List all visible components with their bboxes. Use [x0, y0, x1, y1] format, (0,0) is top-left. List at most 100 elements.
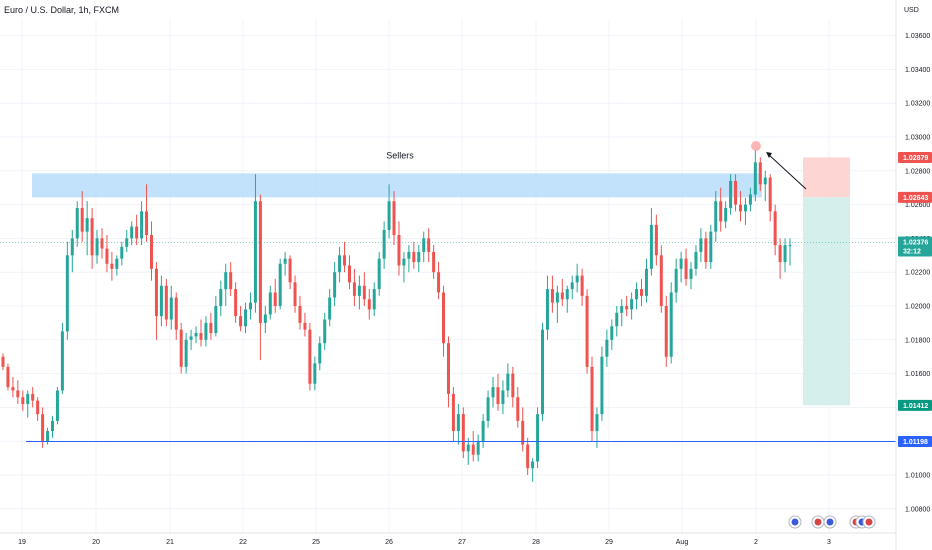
time-tick-label: 19 [18, 539, 26, 546]
candle-body [739, 204, 743, 212]
candle-body [239, 316, 243, 327]
price-tick-label: 1.03000 [905, 135, 930, 142]
candle-body [640, 289, 644, 296]
candle-body [352, 282, 356, 296]
candle-body [313, 363, 317, 384]
candle-body [6, 366, 10, 388]
candle-body [595, 414, 599, 432]
price-tag-countdown: 32:12 [903, 248, 921, 255]
candle-body [140, 211, 144, 239]
candle-body [382, 229, 386, 259]
candle-body [550, 289, 554, 303]
candle-body [471, 444, 475, 455]
candle-body [729, 180, 733, 208]
candle-body [432, 251, 436, 273]
time-tick-label: 29 [605, 539, 613, 546]
candle-body [674, 268, 678, 293]
candle-body [689, 268, 693, 279]
price-tick-label: 1.03200 [905, 101, 930, 108]
candle-body [422, 238, 426, 252]
candle-body [105, 248, 109, 264]
candle-body [694, 251, 698, 269]
grid [0, 20, 896, 533]
candle-body [283, 258, 287, 264]
price-tag-entry [898, 191, 932, 203]
candle-body [70, 238, 74, 256]
candle-body [145, 211, 149, 236]
candle-body [417, 251, 421, 263]
candle-body [31, 393, 35, 401]
candle-body [154, 268, 158, 317]
candle-body [724, 207, 728, 222]
candle-body [763, 177, 767, 185]
candle-body [491, 387, 495, 398]
candle-body [90, 218, 94, 256]
candle-body [130, 226, 134, 239]
candle-body [258, 201, 262, 323]
candle-body [110, 263, 114, 269]
candle-body [362, 285, 366, 300]
candle-body [610, 326, 614, 340]
flag-icon [814, 518, 822, 526]
candle-body [50, 420, 54, 432]
candle-body [545, 289, 549, 330]
candle-body [536, 414, 540, 462]
candle-body [679, 258, 683, 269]
candle-body [753, 162, 757, 195]
price-tick-label: 1.02000 [905, 304, 930, 311]
price-tag-label: 1.02879 [903, 155, 928, 162]
candle-body [209, 322, 213, 334]
arrow-line [767, 153, 807, 190]
candle-body [615, 312, 619, 327]
candle-body [570, 282, 574, 290]
flag-icon [826, 518, 834, 526]
candle-body [659, 255, 663, 306]
candle-body [184, 339, 188, 367]
candle-body [442, 292, 446, 344]
candle-body [481, 420, 485, 442]
candle-body [41, 414, 45, 442]
candle-body [446, 343, 450, 394]
candle-body [100, 238, 104, 249]
candle-body [580, 275, 584, 296]
candle-body [486, 397, 490, 421]
price-tag-current [898, 236, 932, 257]
time-tick-label: 28 [532, 539, 540, 546]
candle-body [318, 343, 322, 364]
candle-body [80, 207, 84, 232]
candle-body [496, 387, 500, 405]
candle-body [248, 302, 252, 310]
swing-high-marker [751, 141, 761, 151]
time-tick-label: Aug [676, 539, 689, 546]
candle-body [625, 306, 629, 310]
candle-body [46, 431, 50, 442]
candle-body [36, 400, 40, 415]
candle-body [541, 329, 545, 415]
candle-body [174, 297, 178, 330]
candle-body [298, 306, 302, 323]
candle-body [783, 245, 787, 263]
time-tick-label: 21 [166, 539, 174, 546]
candle-body [120, 246, 124, 259]
candle-body [333, 272, 337, 298]
candle-body [644, 268, 648, 296]
candle-body [21, 397, 25, 405]
candle-body [585, 295, 589, 367]
candle-body [293, 282, 297, 306]
price-tick-label: 1.02200 [905, 270, 930, 277]
time-tick-label: 27 [458, 539, 466, 546]
candle-body [135, 226, 139, 239]
candle-body [159, 285, 163, 317]
candle-body [719, 201, 723, 222]
price-tick-label: 1.02800 [905, 168, 930, 175]
candle-body [773, 211, 777, 246]
candle-body [402, 258, 406, 266]
candle-body [630, 299, 634, 310]
candle-body [169, 297, 173, 320]
price-tag-label: 1.01198 [903, 439, 928, 446]
take-profit-box [803, 197, 850, 406]
candle-body [16, 390, 20, 398]
price-tick-label: 1.01800 [905, 337, 930, 344]
